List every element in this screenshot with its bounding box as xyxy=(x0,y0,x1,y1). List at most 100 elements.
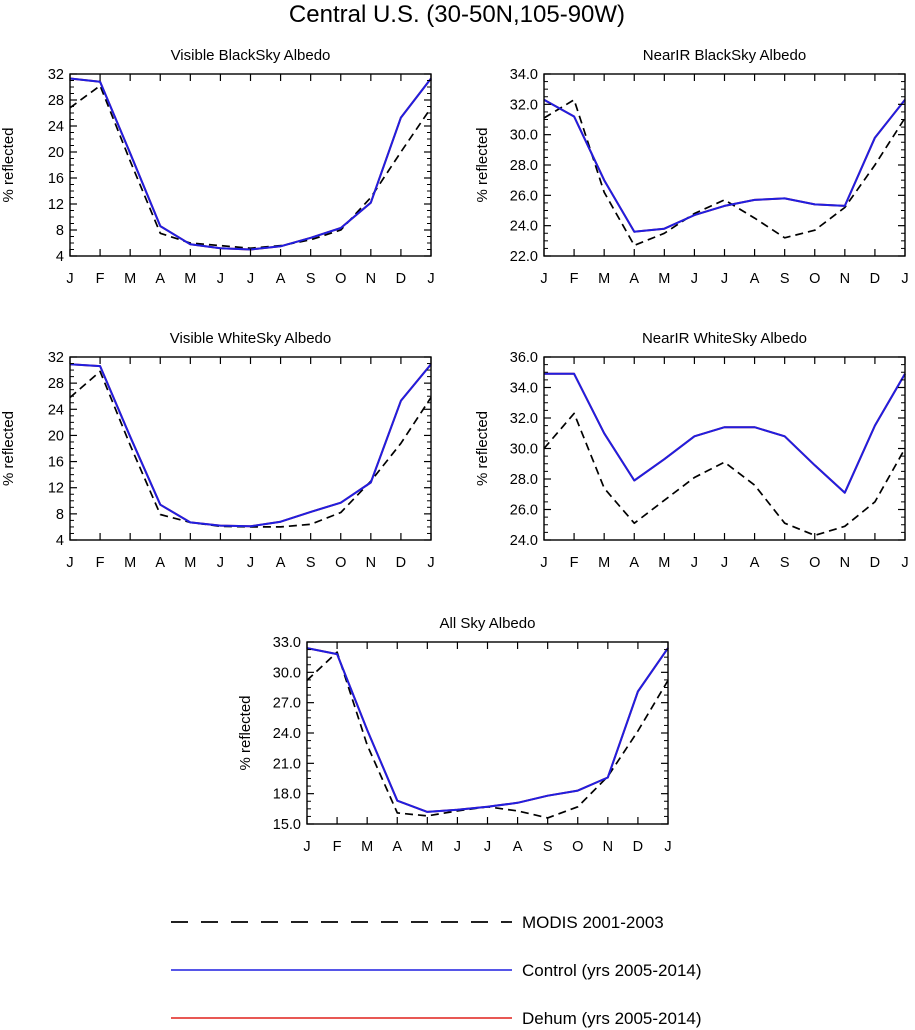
y-tick-label: 8 xyxy=(56,507,64,523)
chart-nearir-whitesky-albedo: NearIR WhiteSky Albedo % reflected 24.0 26.… xyxy=(474,330,909,571)
x-tick-label: D xyxy=(633,839,643,855)
x-tick-label: F xyxy=(570,555,579,571)
x-tick-label: J xyxy=(540,271,547,287)
x-tick-label: J xyxy=(901,271,908,287)
chart-all-sky-albedo: All Sky Albedo % reflected 15.0 18.0 21.0 24.… xyxy=(237,615,672,855)
x-tick-label: O xyxy=(335,555,346,571)
chart-title: Visible WhiteSky Albedo xyxy=(170,330,331,347)
series-line-control xyxy=(69,77,432,251)
y-tick-label: 24.0 xyxy=(273,726,301,742)
y-tick-label: 16 xyxy=(48,171,64,187)
plot-frame xyxy=(543,356,906,541)
y-tick-label: 18.0 xyxy=(273,787,301,803)
x-tick-label: M xyxy=(598,555,610,571)
legend-label-modis: MODIS 2001-2003 xyxy=(522,913,664,932)
y-tick-label: 4 xyxy=(56,533,64,549)
x-tick-label: N xyxy=(366,555,376,571)
series-line-dehum xyxy=(306,647,669,813)
y-tick-label: 20 xyxy=(48,428,64,444)
series-line-control xyxy=(544,372,906,494)
x-tick-label: M xyxy=(658,555,670,571)
x-tick-label: J xyxy=(454,839,461,855)
x-tick-label: A xyxy=(629,271,639,287)
x-tick-label: D xyxy=(396,271,406,287)
y-tick-label: 28.0 xyxy=(510,472,538,488)
legend-label-dehum: Dehum (yrs 2005-2014) xyxy=(522,1009,702,1028)
y-tick-label: 28 xyxy=(48,93,64,109)
x-tick-label: M xyxy=(658,271,670,287)
y-axis-label: % reflected xyxy=(237,695,254,770)
x-tick-label: F xyxy=(96,555,105,571)
plot-frame xyxy=(69,356,432,541)
y-axis-label: % reflected xyxy=(0,411,17,486)
x-tick-label: S xyxy=(780,555,790,571)
x-tick-label: S xyxy=(306,271,316,287)
x-tick-label: J xyxy=(691,271,698,287)
x-tick-label: M xyxy=(361,839,373,855)
y-axis-label: % reflected xyxy=(474,127,491,202)
series-line-dehum xyxy=(69,363,432,528)
x-tick-label: J xyxy=(247,555,254,571)
x-tick-label: J xyxy=(217,555,224,571)
series-line-control xyxy=(69,363,432,528)
y-tick-label: 26.0 xyxy=(510,503,538,519)
x-tick-label: J xyxy=(540,555,547,571)
plot-frame xyxy=(69,73,432,257)
x-tick-label: J xyxy=(664,839,671,855)
chart-visible-whitesky-albedo: Visible WhiteSky Albedo % reflected 4 8 12 16… xyxy=(0,330,435,571)
x-tick-label: J xyxy=(427,271,434,287)
x-tick-label: M xyxy=(598,271,610,287)
legend-label-control: Control (yrs 2005-2014) xyxy=(522,961,702,980)
plots: Visible BlackSky Albedo % reflected 4 8 12 16… xyxy=(0,47,909,855)
x-tick-label: A xyxy=(513,839,523,855)
x-tick-label: J xyxy=(901,555,908,571)
y-tick-label: 27.0 xyxy=(273,696,301,712)
x-tick-label: O xyxy=(572,839,583,855)
y-tick-label: 28 xyxy=(48,376,64,392)
y-tick-label: 28.0 xyxy=(510,158,538,174)
plot-frame xyxy=(306,641,669,825)
y-tick-label: 32 xyxy=(48,67,64,83)
x-tick-label: D xyxy=(870,271,880,287)
x-tick-label: F xyxy=(333,839,342,855)
y-tick-label: 20 xyxy=(48,145,64,161)
y-tick-label: 32 xyxy=(48,350,64,366)
x-tick-label: J xyxy=(721,271,728,287)
chart-nearir-blacksky-albedo: NearIR BlackSky Albedo % reflected 22.0 24.… xyxy=(474,47,909,287)
chart-title: NearIR BlackSky Albedo xyxy=(643,47,806,64)
y-tick-label: 33.0 xyxy=(273,635,301,651)
y-axis-label: % reflected xyxy=(0,127,17,202)
legend-item-modis: MODIS 2001-2003 xyxy=(171,913,664,932)
legend: MODIS 2001-2003 Control (yrs 2005-2014) De… xyxy=(171,913,702,1028)
y-tick-label: 30.0 xyxy=(510,128,538,144)
chart-title: Visible BlackSky Albedo xyxy=(171,47,331,64)
y-tick-label: 24.0 xyxy=(510,533,538,549)
legend-item-dehum: Dehum (yrs 2005-2014) xyxy=(171,1009,702,1028)
y-tick-label: 15.0 xyxy=(273,817,301,833)
x-tick-label: N xyxy=(603,839,613,855)
x-tick-label: A xyxy=(276,555,286,571)
series-line-modis xyxy=(543,412,906,537)
x-tick-label: A xyxy=(155,555,165,571)
x-tick-label: S xyxy=(306,555,316,571)
series-line-dehum xyxy=(69,77,432,251)
x-tick-label: O xyxy=(809,271,820,287)
y-tick-label: 8 xyxy=(56,223,64,239)
y-tick-label: 16 xyxy=(48,455,64,471)
x-tick-label: N xyxy=(366,271,376,287)
legend-item-control: Control (yrs 2005-2014) xyxy=(171,961,702,980)
x-tick-label: S xyxy=(543,839,553,855)
y-tick-label: 34.0 xyxy=(510,381,538,397)
y-tick-label: 30.0 xyxy=(510,442,538,458)
y-tick-label: 34.0 xyxy=(510,67,538,83)
plot-frame xyxy=(543,73,906,257)
y-tick-label: 4 xyxy=(56,249,64,265)
x-tick-label: J xyxy=(303,839,310,855)
y-tick-label: 30.0 xyxy=(273,665,301,681)
chart-visible-blacksky-albedo: Visible BlackSky Albedo % reflected 4 8 12 16… xyxy=(0,47,435,287)
x-tick-label: J xyxy=(721,555,728,571)
y-tick-label: 36.0 xyxy=(510,350,538,366)
x-tick-label: A xyxy=(392,839,402,855)
figure-title: Central U.S. (30-50N,105-90W) xyxy=(289,1,625,28)
